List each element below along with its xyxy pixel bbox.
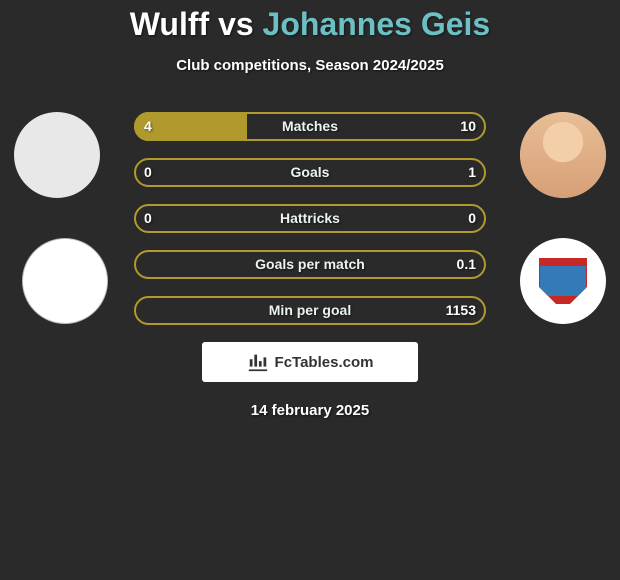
stat-label: Goals per match: [134, 250, 486, 279]
stat-label: Min per goal: [134, 296, 486, 325]
stat-label: Hattricks: [134, 204, 486, 233]
player1-name: Wulff: [130, 6, 209, 42]
player2-avatar: [520, 112, 606, 198]
watermark-text: FcTables.com: [275, 354, 374, 371]
stat-label: Goals: [134, 158, 486, 187]
stat-row: 00Hattricks: [134, 204, 486, 233]
player2-club-badge: [520, 238, 606, 324]
player1-avatar: [14, 112, 100, 198]
stats-area: 410Matches 01Goals 00Hattricks 0.1Goals per…: [0, 112, 620, 325]
player1-club-badge: [22, 238, 108, 324]
player2-name: Johannes Geis: [263, 6, 491, 42]
stat-row: 01Goals: [134, 158, 486, 187]
comparison-card: Wulff vs Johannes Geis Club competitions…: [0, 0, 620, 580]
title: Wulff vs Johannes Geis: [0, 0, 620, 43]
stat-rows: 410Matches 01Goals 00Hattricks 0.1Goals per…: [134, 112, 486, 325]
stat-row: 0.1Goals per match: [134, 250, 486, 279]
stat-row: 410Matches: [134, 112, 486, 141]
source-watermark: FcTables.com: [202, 342, 418, 382]
subtitle: Club competitions, Season 2024/2025: [0, 57, 620, 74]
stat-row: 1153Min per goal: [134, 296, 486, 325]
vs-label: vs: [218, 6, 254, 42]
chart-icon: [247, 351, 269, 373]
date-label: 14 february 2025: [0, 402, 620, 419]
stat-label: Matches: [134, 112, 486, 141]
